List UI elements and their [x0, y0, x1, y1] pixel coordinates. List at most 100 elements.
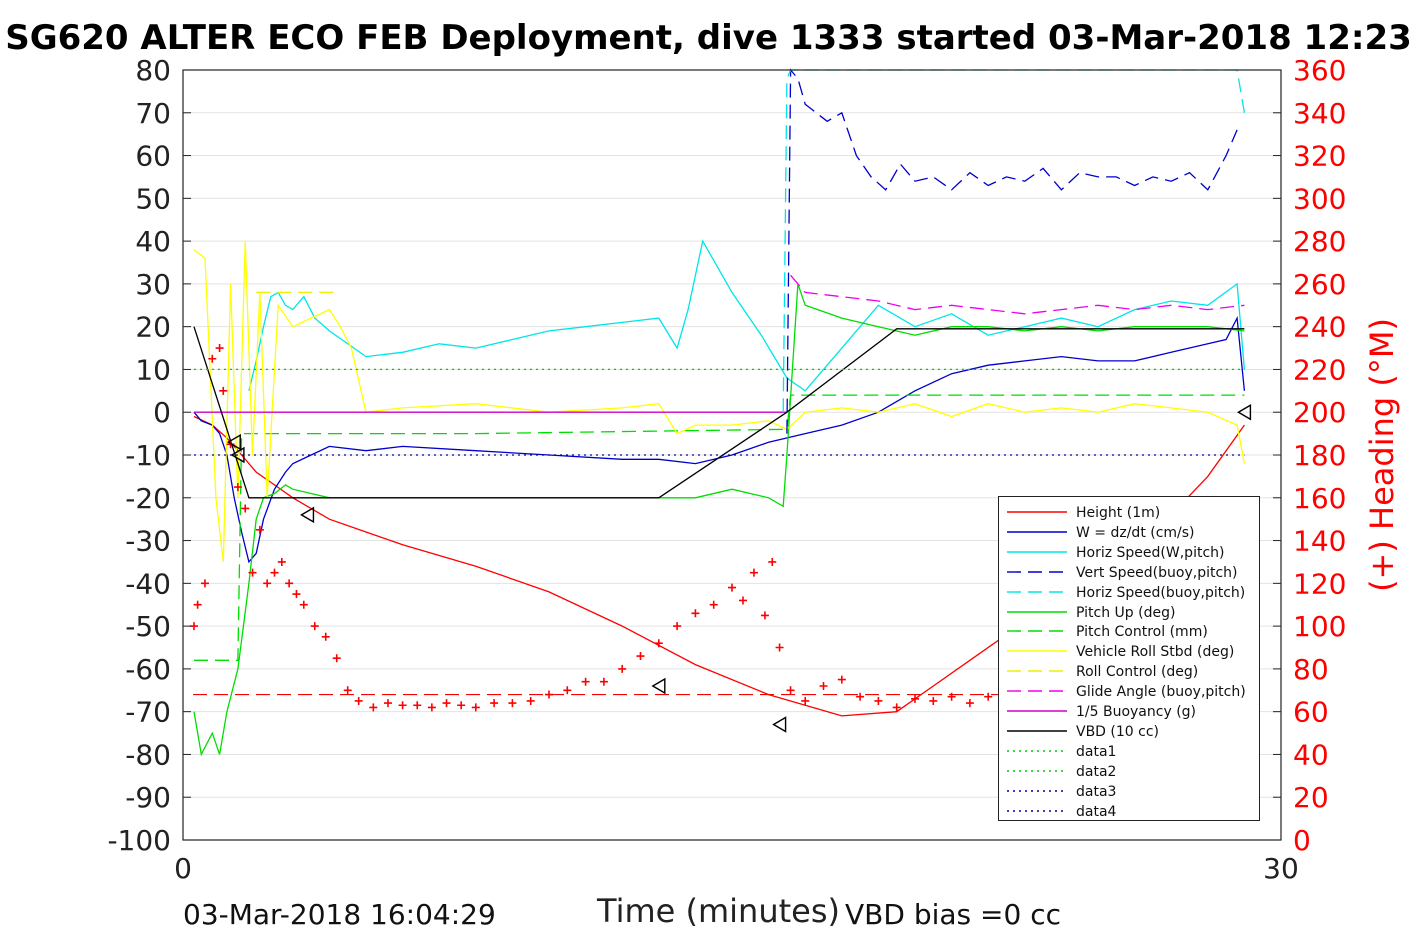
turn-marker-4 [772, 716, 787, 733]
y-left-tick-label: 50 [135, 182, 171, 215]
y-right-tick-label: 100 [1293, 610, 1346, 643]
legend-item: Vehicle Roll Stbd (deg) [1005, 642, 1255, 662]
series-line-roll [193, 241, 1246, 562]
legend-swatch [1007, 610, 1067, 613]
legend-label: VBD (10 cc) [1076, 723, 1159, 740]
heading-point [427, 703, 436, 712]
y-left-tick-label: 40 [135, 225, 171, 258]
series-line-w [193, 315, 1246, 564]
heading-point [526, 696, 535, 705]
y-left-tick-label: -20 [125, 482, 171, 515]
heading-point [581, 677, 590, 686]
legend-label: Glide Angle (buoy,pitch) [1076, 684, 1246, 701]
heading-point [760, 611, 769, 620]
legend-swatch [1007, 730, 1067, 732]
heading-point [892, 703, 901, 712]
y-right-tick-label: 60 [1293, 696, 1329, 729]
legend-item: W = dz/dt (cm/s) [1005, 523, 1255, 543]
x-axis-label: Time (minutes) [597, 892, 840, 930]
heading-point [709, 600, 718, 609]
y-right-tick-label: 260 [1293, 268, 1346, 301]
y-right-tick-label: 200 [1293, 396, 1346, 429]
y-left-tick-label: -40 [125, 567, 171, 600]
legend-swatch [1007, 551, 1067, 553]
y-right-tick-label: 220 [1293, 353, 1346, 386]
legend-item: Vert Speed(buoy,pitch) [1005, 563, 1255, 583]
heading-point [219, 386, 228, 395]
turn-marker-1 [230, 446, 245, 464]
legend-label: Pitch Up (deg) [1076, 604, 1176, 621]
legend-item: VBD (10 cc) [1005, 722, 1255, 742]
y-right-axis-label: (+) Heading (°M) [1363, 318, 1401, 592]
legend-swatch [1007, 769, 1067, 772]
y-right-tick-label: 320 [1293, 140, 1346, 173]
legend-swatch [1007, 710, 1067, 712]
y-left-tick-label: -100 [107, 824, 171, 857]
y-left-tick-label: 80 [135, 54, 171, 87]
heading-point [215, 344, 224, 353]
heading-point [270, 568, 279, 577]
y-right-tick-label: 0 [1293, 824, 1311, 857]
legend-swatch [1007, 789, 1067, 792]
heading-point [673, 622, 682, 631]
heading-point [563, 686, 572, 695]
heading-point [398, 701, 407, 710]
heading-point [255, 525, 264, 534]
legend-swatch [1007, 630, 1067, 633]
heading-point [490, 699, 499, 708]
legend-label: 1/5 Buoyancy (g) [1076, 704, 1197, 720]
y-right-tick-label: 360 [1293, 54, 1346, 87]
heading-point [457, 701, 466, 710]
legend-item: data4 [1005, 802, 1255, 822]
legend-item: Height (1m) [1005, 503, 1255, 523]
heading-point [599, 677, 608, 686]
y-left-tick-label: 60 [135, 140, 171, 173]
y-left-tick-label: 30 [135, 268, 171, 301]
legend-label: data3 [1076, 783, 1117, 800]
heading-point [193, 600, 202, 609]
y-left-tick-label: -60 [125, 653, 171, 686]
vbd-bias-label: VBD bias =0 cc [845, 898, 1061, 931]
heading-point [691, 609, 700, 618]
heading-point [654, 639, 663, 648]
x-tick-label: 0 [174, 852, 192, 885]
legend-item: Glide Angle (buoy,pitch) [1005, 682, 1255, 702]
heading-point [292, 590, 301, 599]
y-right-tick-label: 240 [1293, 311, 1346, 344]
heading-point [332, 654, 341, 663]
legend-swatch [1007, 650, 1067, 652]
y-left-tick-label: -30 [125, 525, 171, 558]
heading-point [263, 579, 272, 588]
y-right-tick-label: 20 [1293, 781, 1329, 814]
legend-item: Horiz Speed(buoy,pitch) [1005, 583, 1255, 603]
heading-point [241, 504, 250, 513]
heading-point [321, 632, 330, 641]
dive-start-timestamp: 03-Mar-2018 16:04:29 [183, 898, 496, 931]
legend-item: data3 [1005, 782, 1255, 802]
series-line-vspeed_buoy [786, 68, 1238, 434]
y-right-tick-label: 120 [1293, 567, 1346, 600]
turn-marker-0 [226, 433, 241, 451]
legend-item: data1 [1005, 742, 1255, 762]
heading-point [636, 652, 645, 661]
y-left-tick-label: 70 [135, 97, 171, 130]
y-right-tick-label: 80 [1293, 653, 1329, 686]
heading-point [200, 579, 209, 588]
heading-point [819, 682, 828, 690]
legend-swatch [1007, 511, 1067, 513]
legend-swatch [1007, 750, 1067, 752]
heading-point [786, 686, 795, 695]
series-line-pitch_control [194, 394, 1245, 661]
legend-item: Horiz Speed(W,pitch) [1005, 543, 1255, 563]
legend-item: Roll Control (deg) [1005, 662, 1255, 682]
y-left-tick-label: 10 [135, 353, 171, 386]
y-left-tick-label: 0 [153, 396, 171, 429]
heading-point [749, 568, 758, 577]
series-line-glide [790, 274, 1245, 315]
heading-point [310, 622, 319, 631]
legend-swatch [1007, 690, 1067, 692]
heading-point [413, 701, 422, 710]
y-left-tick-label: 20 [135, 311, 171, 344]
legend-item: 1/5 Buoyancy (g) [1005, 702, 1255, 722]
y-right-tick-label: 280 [1293, 225, 1346, 258]
